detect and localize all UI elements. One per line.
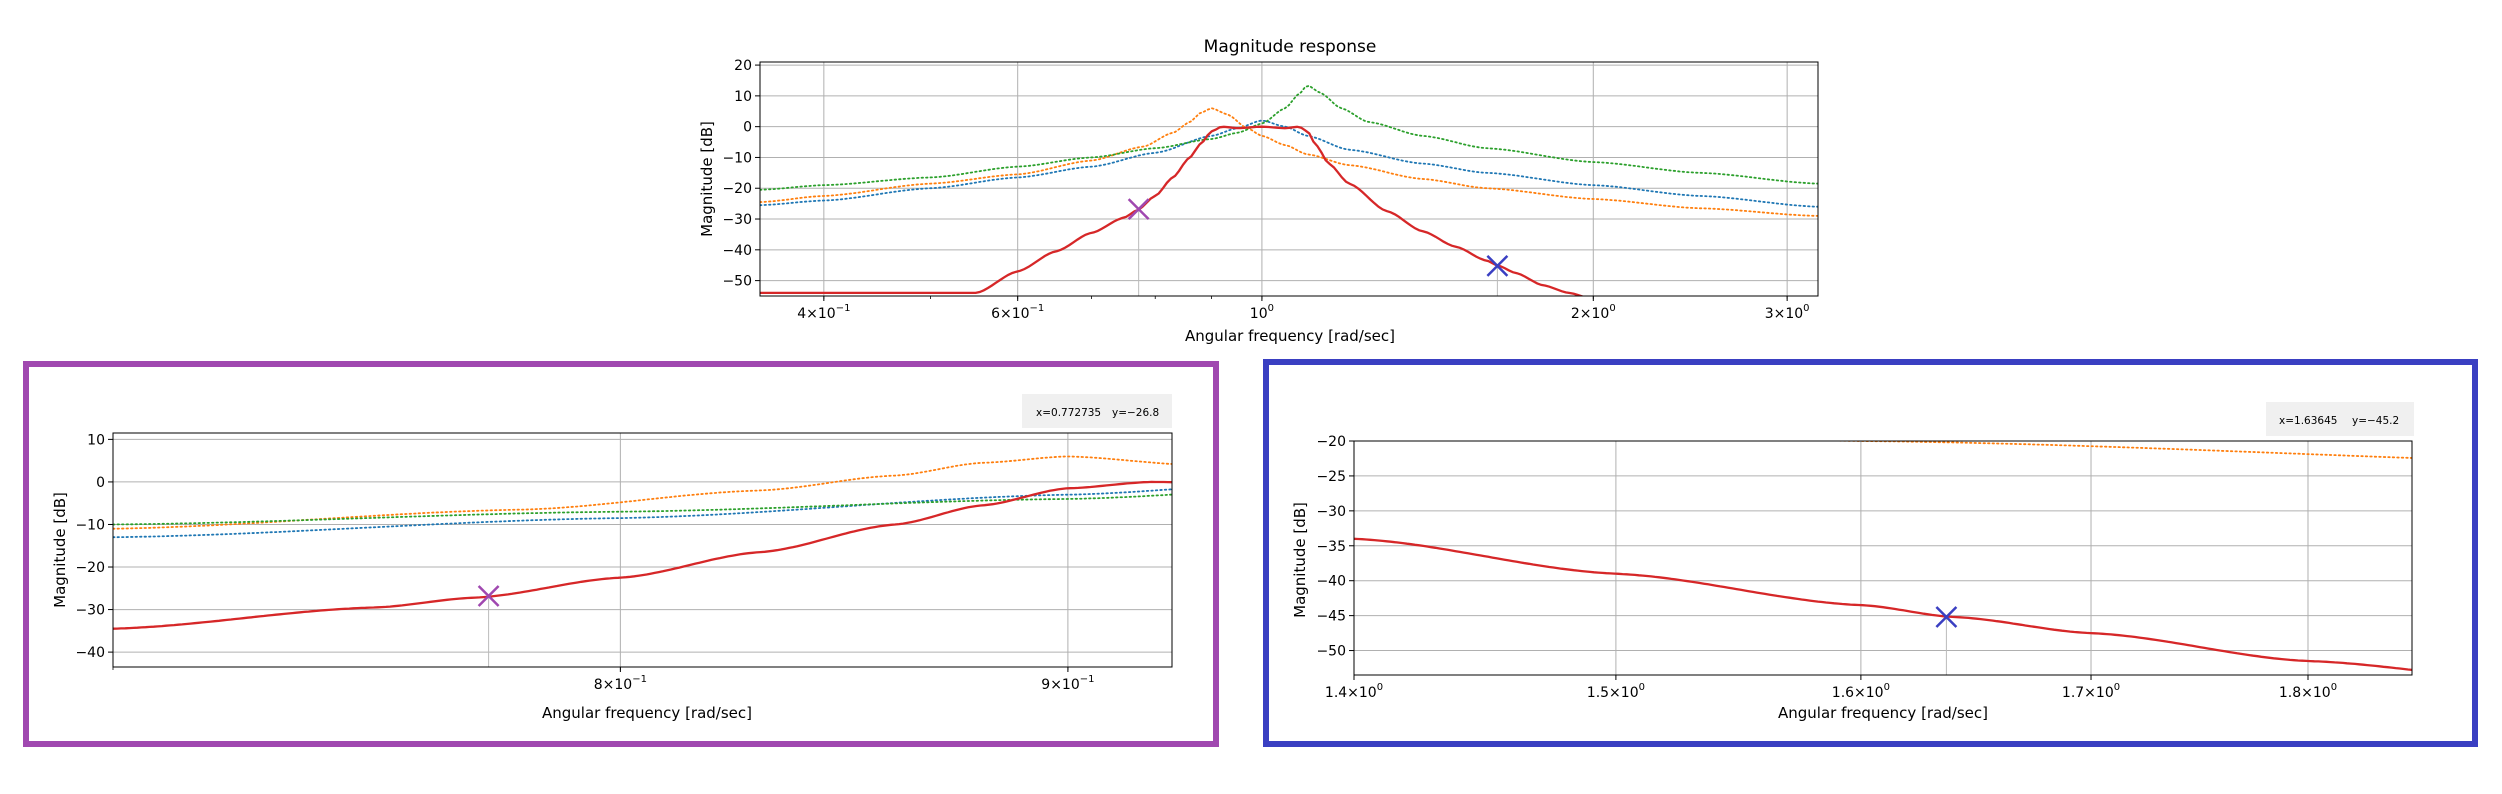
main-marker-0 bbox=[1127, 198, 1150, 221]
main-series-orange bbox=[760, 107, 1818, 217]
zoom_right-xtick-label: 1.4×100 bbox=[1325, 682, 1383, 701]
main-ytick-label: −10 bbox=[722, 150, 752, 166]
zoom-panel-left: x=0.772735 y=−26.8 Angular frequency [ra… bbox=[23, 361, 1219, 747]
main-marker-1 bbox=[1486, 254, 1509, 277]
main-xtick-label: 2×100 bbox=[1571, 303, 1616, 322]
main-ytick-label: −20 bbox=[722, 181, 752, 197]
zoom_right-series-red bbox=[1354, 537, 2412, 672]
zoom_left-ytick-label: −20 bbox=[75, 560, 105, 576]
main-series-green bbox=[760, 84, 1818, 191]
zoom_left-xtick-label: 8×10−1 bbox=[594, 674, 647, 693]
main-xtick-label: 3×100 bbox=[1765, 303, 1810, 322]
zoom_left-series-blue bbox=[113, 488, 1172, 539]
zoom_right-ytick-label: −20 bbox=[1316, 434, 1346, 450]
main-chart: Magnitude response Angular frequency [ra… bbox=[698, 37, 1819, 345]
main-marker-0-stroke-b bbox=[1127, 198, 1150, 221]
coordinate-readout-right bbox=[2266, 402, 2414, 436]
readout-left-y: y=−26.8 bbox=[1112, 407, 1159, 419]
zoom_left-ytick-label: −30 bbox=[75, 603, 105, 619]
main-ytick-label: 0 bbox=[743, 120, 752, 136]
zoom_right-xtick-label: 1.6×100 bbox=[1832, 682, 1890, 701]
main-xtick-label: 6×10−1 bbox=[991, 303, 1044, 322]
zoom_right-ytick-label: −25 bbox=[1316, 469, 1346, 485]
zoom_left-series-orange bbox=[113, 455, 1172, 530]
coordinate-readout-left bbox=[1022, 394, 1172, 428]
zoom_right-marker-0 bbox=[1935, 606, 1958, 628]
zoom-left-xlabel: Angular frequency [rad/sec] bbox=[542, 704, 752, 722]
zoom_left-ytick-label: 10 bbox=[87, 432, 105, 448]
zoom-right-xlabel: Angular frequency [rad/sec] bbox=[1778, 704, 1988, 722]
main-series-red bbox=[760, 125, 1585, 296]
zoom-panel-right: x=1.63645 y=−45.2 Angular frequency [rad… bbox=[1263, 359, 2478, 747]
zoom_right-ytick-label: −30 bbox=[1316, 504, 1346, 520]
main-ytick-label: 10 bbox=[734, 89, 752, 105]
main-chart-xlabel: Angular frequency [rad/sec] bbox=[1185, 327, 1395, 345]
main-chart-ylabel: Magnitude [dB] bbox=[698, 121, 716, 237]
zoom_left-marker-0 bbox=[477, 585, 500, 607]
zoom_right-ytick-label: −40 bbox=[1316, 574, 1346, 590]
zoom_right-marker-0-stroke-b bbox=[1935, 606, 1958, 628]
readout-right-y: y=−45.2 bbox=[2352, 415, 2399, 427]
zoom_left-xtick-label: 9×10−1 bbox=[1041, 674, 1094, 693]
zoom_left-series-group bbox=[113, 455, 1172, 630]
main-series-blue bbox=[760, 119, 1818, 208]
zoom_right-xtick-label: 1.7×100 bbox=[2062, 682, 2120, 701]
zoom_left-series-red bbox=[113, 480, 1172, 630]
zoom_right-series-blue bbox=[1354, 385, 2412, 425]
main-ytick-label: −30 bbox=[722, 212, 752, 228]
zoom-panel-right-frame bbox=[1263, 359, 2478, 747]
main-series-group bbox=[760, 84, 1818, 296]
main-marker-1-stroke-b bbox=[1486, 254, 1509, 277]
zoom_right-series-group bbox=[1354, 385, 2412, 672]
readout-left-x: x=0.772735 bbox=[1036, 407, 1101, 419]
main-axes-frame bbox=[759, 61, 1819, 297]
zoom_right-ytick-label: −45 bbox=[1316, 609, 1346, 625]
zoom-right-ylabel: Magnitude [dB] bbox=[1291, 502, 1309, 618]
zoom_right-series-orange bbox=[1817, 441, 2412, 459]
zoom_right-xtick-label: 1.5×100 bbox=[1587, 682, 1645, 701]
zoom_left-ytick-label: 0 bbox=[96, 475, 105, 491]
zoom-left-ylabel: Magnitude [dB] bbox=[51, 492, 69, 608]
zoom_left-ytick-label: −10 bbox=[75, 517, 105, 533]
zoom-panel-left-frame bbox=[23, 361, 1219, 747]
main-ytick-label: −50 bbox=[722, 274, 752, 290]
zoom_right-xtick-label: 1.8×100 bbox=[2279, 682, 2337, 701]
main-xtick-label: 4×10−1 bbox=[797, 303, 850, 322]
main-chart-title: Magnitude response bbox=[1204, 37, 1377, 57]
main-ytick-label: −40 bbox=[722, 243, 752, 259]
zoom_left-ytick-label: −40 bbox=[75, 645, 105, 661]
zoom_right-axes-frame bbox=[1353, 440, 2413, 676]
zoom_left-axes-frame bbox=[112, 432, 1173, 668]
main-ytick-label: 20 bbox=[734, 58, 752, 74]
readout-right-x: x=1.63645 bbox=[2279, 415, 2337, 427]
zoom_left-series-green bbox=[113, 493, 1172, 526]
zoom_right-ytick-label: −50 bbox=[1316, 644, 1346, 660]
zoom_left-marker-0-stroke-b bbox=[477, 585, 500, 607]
main-xtick-label: 100 bbox=[1250, 303, 1274, 322]
zoom_right-ytick-label: −35 bbox=[1316, 539, 1346, 555]
